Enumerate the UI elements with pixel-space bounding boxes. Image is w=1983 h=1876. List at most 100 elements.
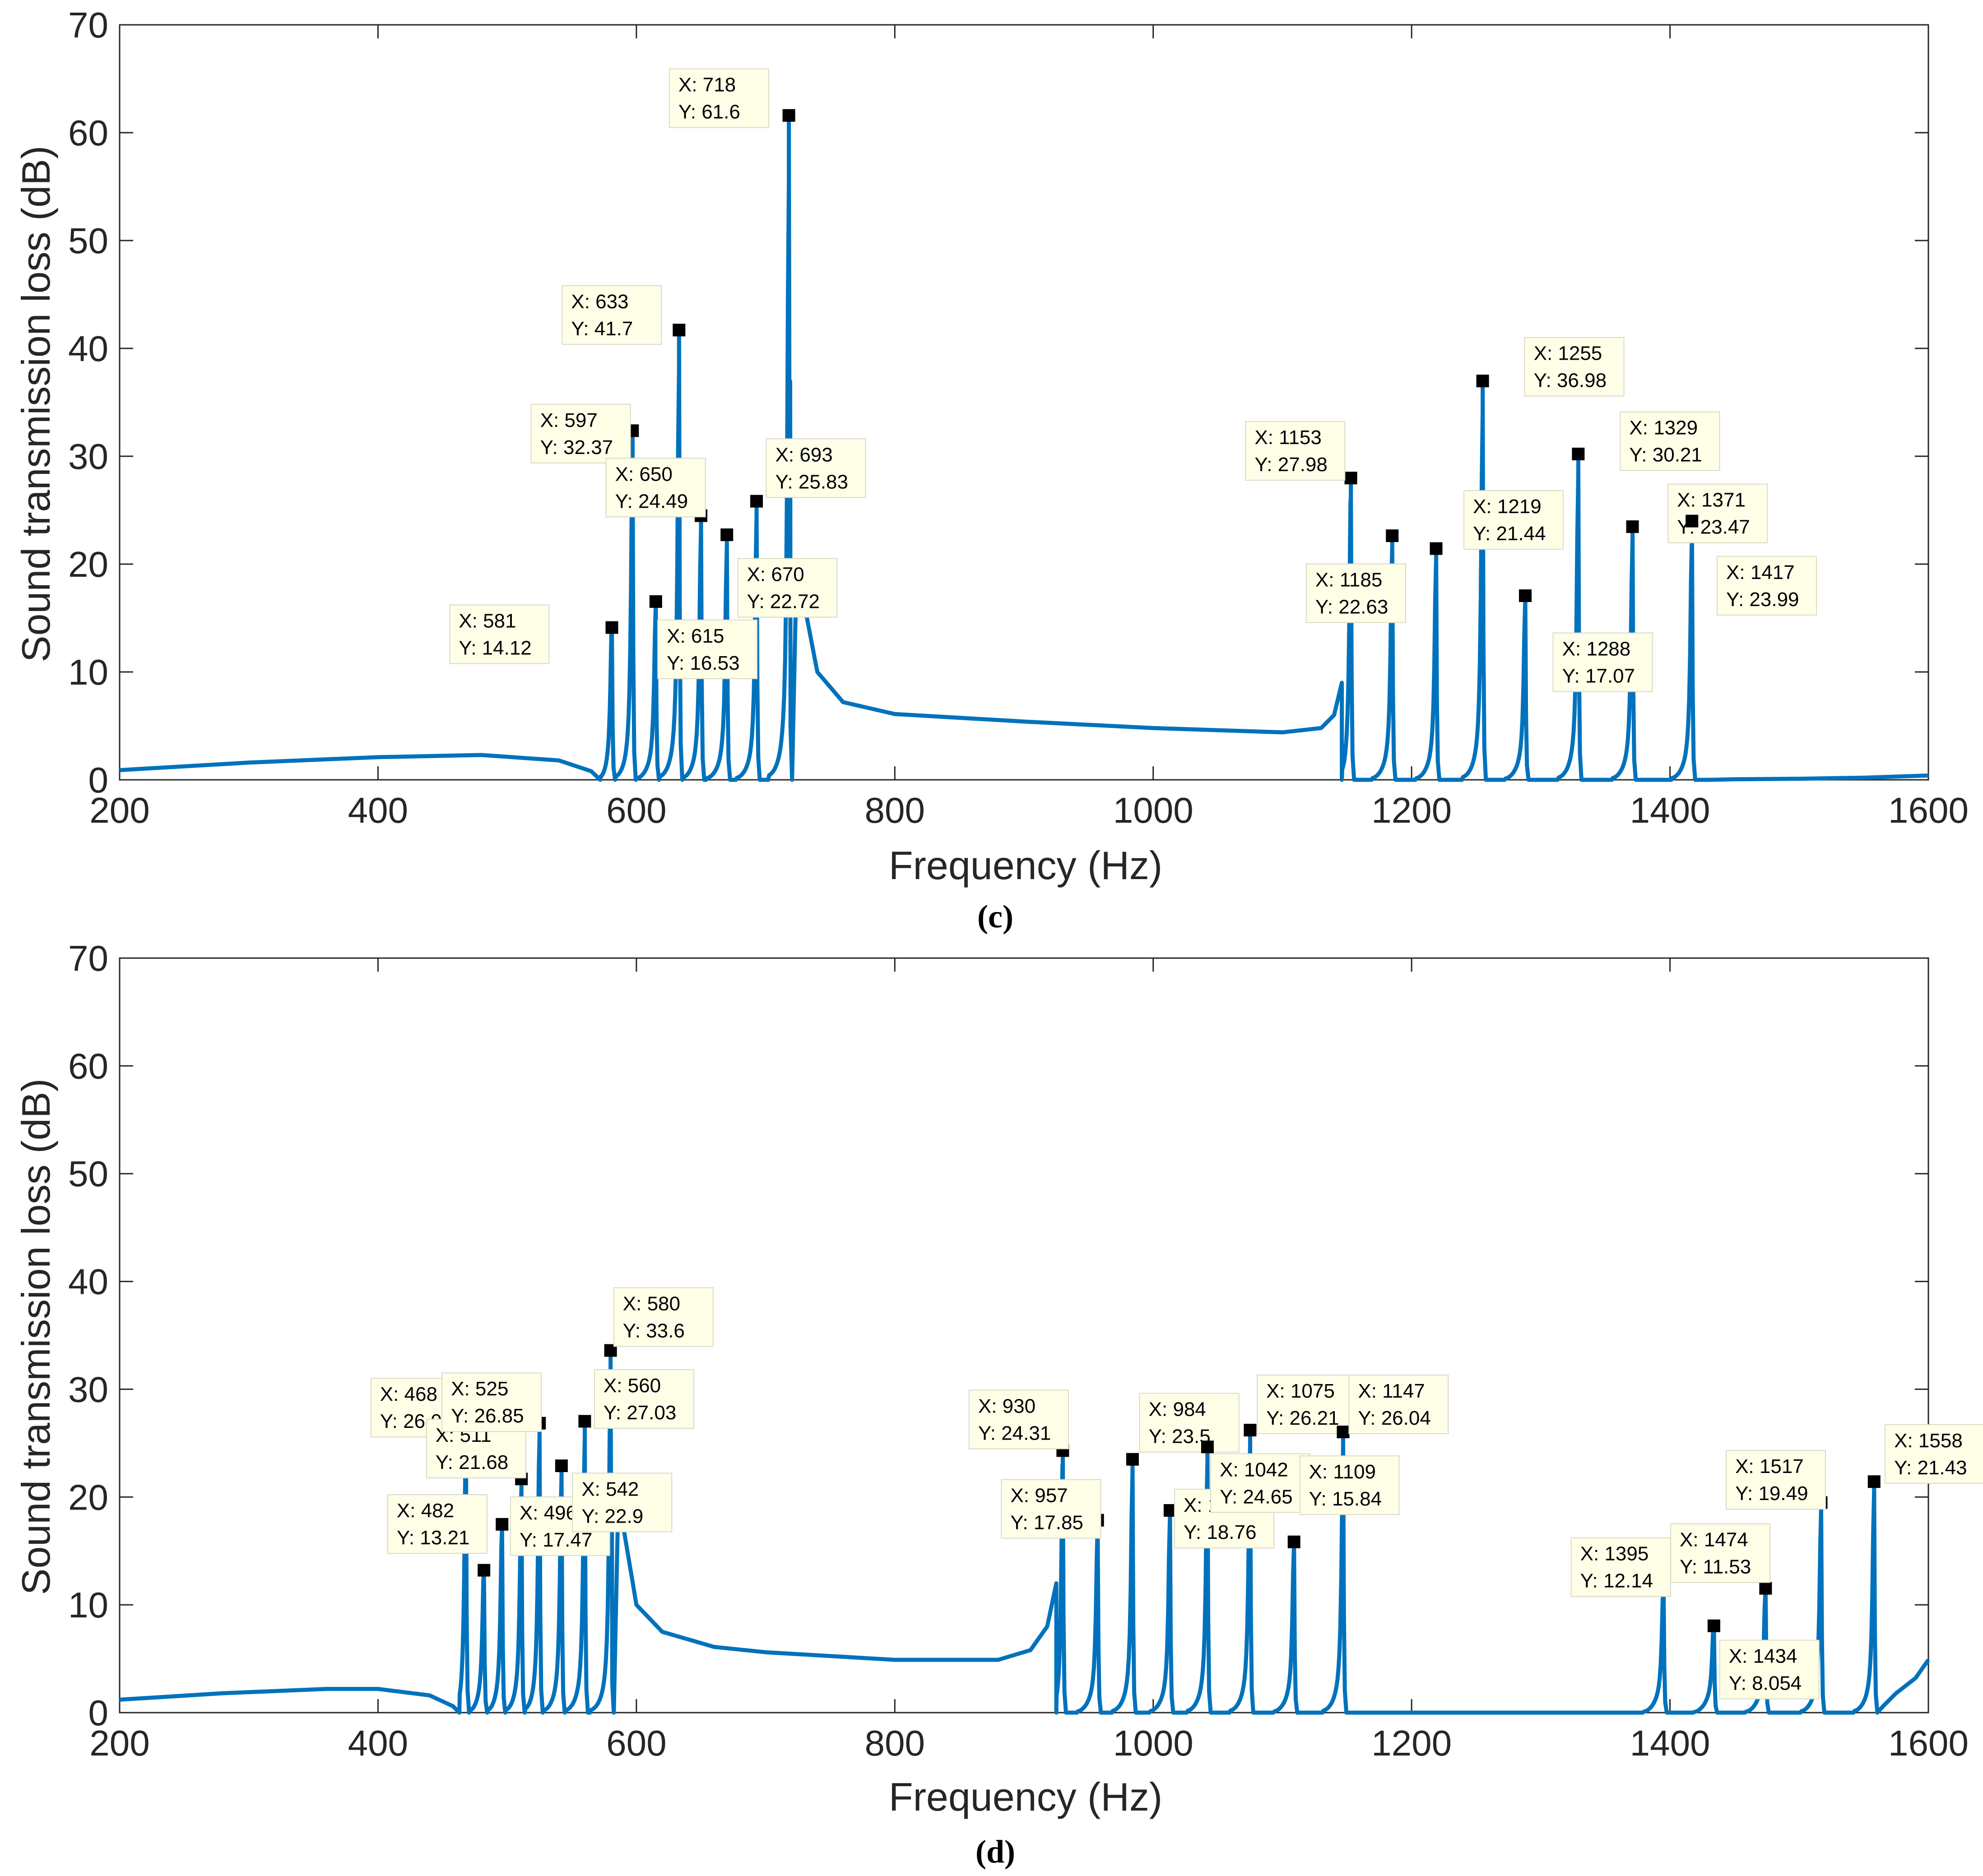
x-tick-label-d: 1400 (1630, 1723, 1710, 1763)
datatip-box-d (613, 1287, 714, 1347)
x-tick-label-c: 1600 (1888, 790, 1969, 830)
datatip-y-d: Y: 26.04 (1358, 1407, 1430, 1429)
x-tick-label-d: 400 (348, 1723, 408, 1763)
y-tick-label-c: 20 (68, 544, 108, 584)
datatip-x-c: X: 718 (678, 74, 736, 96)
datatip-x-c: X: 1288 (1562, 638, 1631, 660)
datatip-x-d: X: 560 (604, 1375, 661, 1397)
datatip-y-d: Y: 22.9 (581, 1505, 643, 1527)
datatip-y-d: Y: 23.5 (1149, 1426, 1211, 1448)
datatip-box-c (1620, 411, 1720, 471)
data-point-marker-d (1759, 1582, 1772, 1595)
plot-area-c (119, 24, 1929, 781)
datatip-box-d (1885, 1424, 1983, 1484)
data-point-marker-d (496, 1518, 509, 1531)
datatip-box-d (1348, 1374, 1449, 1434)
datatip-x-c: X: 1417 (1726, 561, 1795, 584)
data-point-marker-c (1386, 529, 1399, 542)
datatip-box-d (1139, 1393, 1240, 1453)
datatip-x-d: X: 1517 (1735, 1455, 1804, 1478)
datatip-y-c: Y: 25.83 (776, 471, 848, 493)
datatip-x-d: X: 984 (1149, 1399, 1206, 1421)
y-tick-label-d: 30 (68, 1369, 108, 1409)
datatip-y-c: Y: 24.49 (615, 490, 688, 512)
datatip-box-c (669, 68, 769, 128)
datatip-x-d: X: 1075 (1266, 1380, 1335, 1402)
plot-area-d (119, 957, 1929, 1714)
datatip-x-d: X: 468 (380, 1383, 437, 1405)
x-tick-label-c: 1200 (1371, 790, 1452, 830)
datatip-y-c: Y: 21.44 (1473, 523, 1546, 545)
data-point-marker-d (1126, 1453, 1139, 1466)
datatip-box-d (572, 1473, 673, 1533)
datatip-box-c (1552, 632, 1653, 692)
y-tick-label-c: 70 (68, 5, 108, 45)
datatip-y-d: Y: 18.76 (1184, 1521, 1256, 1543)
datatip-y-d: Y: 17.47 (520, 1529, 592, 1551)
datatip-x-d: X: 1558 (1894, 1430, 1963, 1452)
datatip-y-c: Y: 22.72 (747, 591, 820, 613)
datatip-y-c: Y: 22.63 (1315, 596, 1388, 618)
datatip-box-d (441, 1372, 542, 1432)
panel-label-c: (c) (977, 899, 1013, 935)
data-point-marker-c (782, 109, 795, 122)
datatip-y-d: Y: 21.68 (436, 1451, 508, 1473)
datatip-x-d: X: 542 (581, 1478, 639, 1500)
series-line-c (119, 113, 1929, 782)
y-axis-label-d: Sound transmission loss (dB) (14, 1079, 58, 1595)
y-tick-label-c: 10 (68, 652, 108, 692)
x-tick-label-c: 800 (865, 790, 925, 830)
datatip-x-d: X: 482 (397, 1500, 454, 1522)
datatip-y-d: Y: 26.21 (1266, 1407, 1339, 1429)
data-point-marker-d (578, 1415, 591, 1428)
axes-box-d (119, 957, 1929, 1714)
datatip-y-c: Y: 30.21 (1629, 444, 1702, 466)
datatip-x-c: X: 1185 (1315, 569, 1382, 591)
y-tick-label-c: 50 (68, 221, 108, 261)
x-tick-label-d: 800 (865, 1723, 925, 1763)
data-point-marker-c (1519, 589, 1532, 602)
datatip-box-d (1001, 1479, 1101, 1539)
datatip-y-d: Y: 19.49 (1735, 1482, 1808, 1505)
x-tick-label-c: 1000 (1113, 790, 1194, 830)
datatip-x-d: X: 525 (451, 1378, 508, 1400)
x-axis-label-d: Frequency (Hz) (889, 1774, 1162, 1819)
datatip-y-c: Y: 17.07 (1562, 665, 1635, 687)
tick-labels-d: 200 400 600 800 1000 1200 1400 1600 0 10 20 30 40 50 6… (68, 938, 1969, 1763)
datatip-box-d (594, 1369, 694, 1429)
datatip-box-c (1305, 563, 1406, 623)
datatip-box-c (562, 285, 662, 345)
data-series-c (119, 113, 1929, 782)
data-point-marker-c (1572, 447, 1585, 460)
data-point-marker-d (1337, 1426, 1350, 1439)
datatip-x-d: X: 957 (1010, 1485, 1068, 1507)
datatip-y-c: Y: 32.37 (540, 436, 613, 459)
datatip-y-d: Y: 12.14 (1580, 1570, 1653, 1592)
data-point-marker-c (605, 621, 618, 634)
data-point-marker-c (1476, 375, 1489, 388)
datatip-x-d: X: 1434 (1729, 1645, 1797, 1668)
datatip-x-c: X: 670 (747, 564, 804, 586)
data-series-d (119, 1348, 1930, 1715)
datatip-y-d: Y: 8.054 (1729, 1672, 1802, 1695)
data-point-marker-c (720, 528, 734, 541)
datatip-box-c (1524, 337, 1625, 397)
datatip-box-d (1719, 1640, 1820, 1700)
datatip-box-c (530, 403, 631, 463)
data-point-marker-c (1626, 520, 1639, 533)
datatip-y-d: Y: 24.31 (978, 1422, 1051, 1444)
datatip-box-c (737, 558, 838, 618)
datatip-x-d: X: 1147 (1358, 1380, 1425, 1402)
datatip-box-c (766, 438, 866, 498)
datatip-box-d (1257, 1374, 1357, 1434)
datatip-box-d (1570, 1537, 1671, 1597)
datatip-box-c (1717, 556, 1817, 616)
datatip-box-d (1299, 1455, 1400, 1515)
datatip-x-c: X: 1255 (1534, 343, 1602, 365)
datatip-y-c: Y: 14.12 (459, 637, 531, 659)
y-tick-label-d: 40 (68, 1262, 108, 1302)
datatip-box-d (1210, 1453, 1311, 1513)
data-point-marker-d (478, 1564, 491, 1577)
chart-panel-c: 200 400 600 800 1000 1200 1400 1600 0 10 20 30 40 50 6… (14, 5, 1969, 935)
